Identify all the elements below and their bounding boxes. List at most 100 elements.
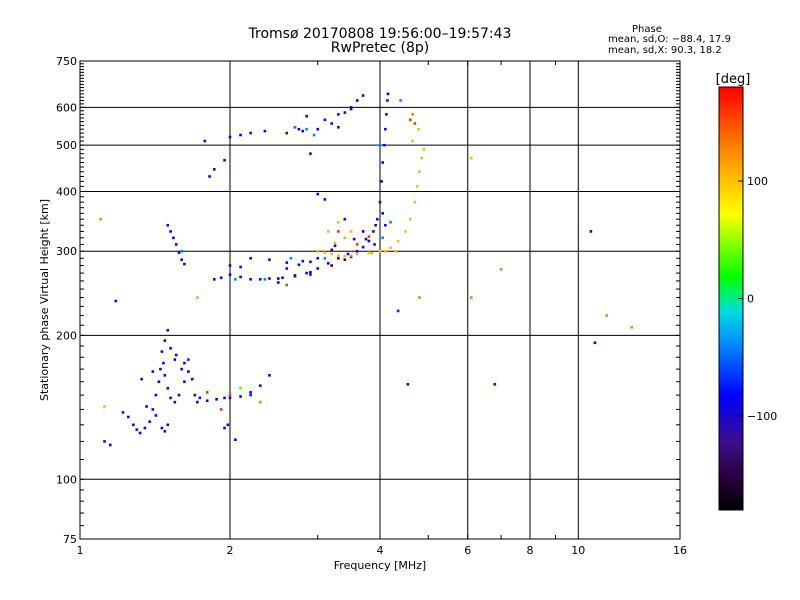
data-point [114,299,118,303]
data-point [228,273,232,276]
data-point [323,256,327,260]
y-tick-label: 750 [56,55,77,68]
data-point [422,148,426,151]
data-point [223,396,226,400]
data-point [389,246,392,250]
data-point [138,431,142,435]
data-point [330,122,334,125]
data-point [285,267,289,270]
data-point [258,384,262,387]
data-point [384,223,387,227]
data-point [193,393,197,397]
data-point [174,353,178,357]
data-point [249,278,252,281]
colorbar-tick-label: −100 [747,410,777,423]
data-point [605,314,608,317]
data-point [408,118,412,122]
plot-frame [79,60,681,540]
data-point [305,114,308,118]
data-point [226,423,230,427]
chart-subtitle: RwPretec (8p) [330,40,430,56]
data-point [172,236,175,240]
data-point [180,367,184,371]
data-point [183,380,186,384]
data-point [470,156,473,160]
data-point [268,374,271,377]
data-point [160,426,164,430]
data-point [316,256,320,260]
data-point [381,236,384,240]
data-point [99,217,102,221]
data-point [234,278,237,281]
data-point [333,241,337,245]
data-point [493,383,497,386]
data-point [228,135,232,139]
data-point [249,256,252,260]
data-point [417,127,420,131]
data-point [163,430,167,433]
data-point [355,249,359,253]
data-point [406,383,410,386]
data-point [343,111,347,114]
data-point [166,387,170,390]
data-point [249,391,252,394]
data-point [418,296,421,299]
data-point [223,158,226,162]
data-point [263,278,267,281]
data-point [297,127,301,131]
x-tick-label: 16 [673,544,687,557]
data-point [418,170,421,174]
data-point [183,262,186,266]
data-point [415,185,419,188]
data-point [589,230,593,233]
data-point [249,393,252,397]
data-point [132,423,135,427]
data-point [309,273,312,276]
y-tick-label: 300 [56,245,77,258]
data-point [337,254,340,257]
data-point [396,239,400,243]
colorbar: [deg] 100 0 −100 [716,72,777,511]
data-point [174,243,178,246]
data-point [323,198,327,201]
data-point [499,267,503,271]
data-point [281,276,284,280]
data-point [219,276,223,280]
phase-stats-o-mode: mean, sd,O: −88.4, 17.9 [608,34,731,45]
data-point [373,243,376,246]
data-point [413,200,417,204]
data-point [381,161,384,164]
phase-stats-x-mode: mean, sd,X: 90.3, 18.2 [608,45,722,56]
data-point [239,387,242,390]
data-point [140,377,144,381]
data-point [367,235,371,238]
data-point [337,220,340,224]
data-point [301,129,305,133]
data-point [159,367,162,371]
data-point [162,361,165,365]
y-tick-label: 500 [56,139,77,152]
data-point [196,296,199,299]
data-point [389,220,392,224]
data-point [198,396,202,400]
data-point [203,139,207,143]
data-point [305,271,308,275]
data-point [177,251,181,254]
data-point [154,393,158,397]
data-point [378,249,382,253]
data-point [372,230,375,233]
data-point [384,249,387,253]
x-tick-label: 1 [77,544,84,557]
grid-lines [80,61,680,539]
data-point [343,217,347,221]
y-axis-label: Stationary phase Virtual Height [km] [38,199,51,401]
data-point [160,350,164,353]
data-point [228,396,232,400]
data-point [187,370,190,373]
colorbar-tick-label: 100 [747,175,768,188]
data-point [173,400,177,404]
data-point [276,281,280,284]
x-tick-label: 2 [227,544,234,557]
data-point [234,438,237,442]
data-point [352,237,356,241]
